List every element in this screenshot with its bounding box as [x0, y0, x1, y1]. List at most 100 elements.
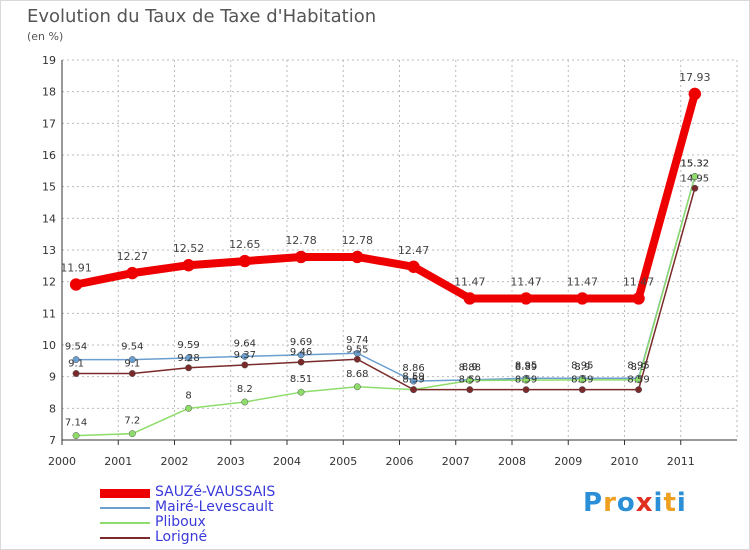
data-label: 7.14	[65, 418, 87, 429]
data-label: 9.64	[234, 338, 256, 349]
data-point	[522, 386, 530, 394]
x-tick-label: 2004	[273, 455, 301, 468]
data-label: 15.32	[680, 159, 709, 170]
logo-letter: i	[653, 488, 664, 518]
data-label: 11.91	[60, 262, 92, 275]
data-label: 7.2	[124, 416, 140, 427]
data-label: 12.65	[229, 238, 261, 251]
y-tick-label: 12	[42, 276, 56, 289]
data-label: 9.1	[68, 359, 84, 370]
data-point	[69, 278, 83, 291]
x-tick-label: 2009	[554, 455, 582, 468]
data-label: 8.59	[627, 375, 649, 386]
data-label: 9.37	[234, 350, 256, 361]
data-point	[297, 351, 305, 359]
data-point	[463, 292, 477, 305]
data-point	[185, 364, 193, 372]
data-point	[128, 370, 136, 377]
data-label: 9.28	[177, 353, 199, 364]
data-point	[632, 292, 645, 305]
data-point	[576, 292, 589, 305]
chart-title: Evolution du Taux de Taxe d'Habitation	[27, 6, 377, 27]
data-label: 12.78	[285, 234, 317, 247]
data-label: 8.59	[402, 372, 424, 383]
data-label: 9.55	[346, 344, 368, 355]
x-tick-label: 2010	[611, 455, 639, 468]
data-label: 8.59	[515, 375, 537, 386]
data-point	[128, 430, 136, 438]
data-label: 8.86	[402, 363, 424, 374]
data-label: 15.32	[680, 159, 709, 170]
data-point	[297, 358, 305, 366]
legend-label: SAUZé-VAUSSAIS	[155, 484, 276, 500]
data-label: 12.78	[342, 234, 374, 247]
data-point	[72, 432, 80, 440]
data-label: 8.51	[290, 374, 312, 385]
data-point	[578, 376, 586, 384]
data-point	[353, 383, 361, 391]
data-point	[185, 404, 193, 412]
y-tick-label: 17	[42, 117, 56, 130]
series-line	[76, 188, 696, 391]
legend-swatch	[100, 507, 150, 509]
y-tick-label: 15	[42, 181, 56, 194]
data-label: 9.74	[346, 335, 368, 346]
proxiti-logo: Proxiti	[583, 488, 687, 518]
data-point	[691, 173, 699, 180]
legend-label: Pliboux	[155, 514, 206, 530]
series-line	[76, 176, 696, 382]
legend-swatch	[100, 488, 150, 498]
data-point	[241, 352, 249, 360]
logo-letter: x	[635, 488, 654, 518]
logo-letter: P	[583, 488, 604, 518]
data-point	[182, 258, 195, 272]
legend-label: Lorigné	[155, 529, 208, 545]
x-tick-label: 2000	[48, 455, 76, 468]
x-tick-label: 2005	[329, 455, 357, 468]
data-label: 11.47	[510, 275, 542, 288]
y-tick-label: 8	[49, 402, 56, 415]
data-label: 9.54	[65, 342, 87, 353]
y-tick-label: 10	[42, 339, 56, 352]
data-label: 17.93	[679, 71, 711, 84]
x-tick-label: 2003	[217, 455, 245, 468]
data-point	[238, 254, 252, 268]
logo-letter: r	[603, 488, 617, 518]
legend-label: Mairé-Levescault	[155, 499, 274, 515]
data-point	[407, 260, 420, 274]
x-tick-label: 2006	[386, 455, 414, 468]
data-label: 12.47	[398, 244, 430, 257]
data-point	[635, 386, 643, 394]
data-point	[241, 398, 249, 406]
data-label: 9.46	[290, 347, 312, 358]
y-tick-label: 13	[42, 244, 56, 257]
data-point	[351, 250, 364, 264]
data-label: 8.9	[631, 362, 647, 373]
data-label: 14.95	[680, 173, 709, 184]
data-label: 8.59	[402, 375, 424, 386]
data-label: 8.59	[571, 375, 593, 386]
data-label: 8.9	[574, 362, 590, 373]
data-label: 8.95	[571, 360, 593, 371]
data-label: 9.1	[124, 359, 140, 370]
logo-letter: t	[663, 488, 677, 518]
data-point	[410, 377, 418, 385]
data-point	[241, 361, 249, 369]
data-point	[297, 388, 305, 396]
data-label: 12.52	[173, 242, 205, 255]
x-tick-label: 2002	[161, 455, 189, 468]
data-point	[519, 292, 533, 305]
chart-subtitle: (en %)	[27, 30, 64, 43]
data-label: 8	[185, 390, 191, 401]
data-label: 9.59	[177, 340, 199, 351]
data-label: 8.89	[515, 362, 537, 373]
data-point	[72, 370, 80, 377]
data-point	[128, 356, 136, 364]
x-tick-label: 2001	[104, 455, 132, 468]
data-label: 11.47	[567, 275, 599, 288]
data-label: 8.95	[515, 360, 537, 371]
x-tick-label: 2011	[667, 455, 695, 468]
y-tick-label: 11	[42, 307, 56, 320]
data-point	[691, 184, 699, 192]
data-label: 8.88	[459, 362, 481, 373]
